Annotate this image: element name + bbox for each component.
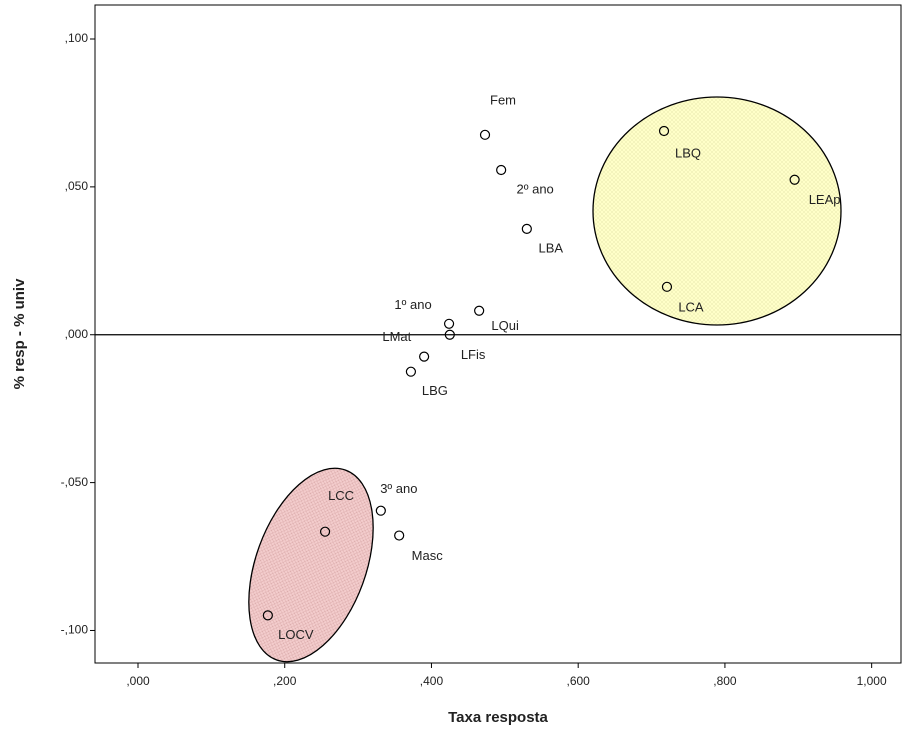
- point: [443, 318, 455, 329]
- point: [658, 125, 670, 137]
- x-tick-label: ,400: [420, 674, 444, 688]
- point-label: 2º ano: [517, 181, 554, 196]
- y-tick-label: ,100: [65, 31, 89, 45]
- point-label: LBQ: [675, 145, 701, 160]
- point: [496, 164, 507, 176]
- point-label: LEAp: [809, 192, 841, 207]
- point-label: LBA: [539, 240, 564, 255]
- point-label: Masc: [412, 548, 444, 563]
- cluster-ellipse: [592, 96, 842, 326]
- y-tick-label: ,000: [65, 327, 89, 341]
- x-axis-title: Taxa resposta: [448, 709, 548, 726]
- cluster-ellipse: [248, 467, 374, 663]
- y-axis-title: % resp - % univ: [11, 278, 28, 390]
- point: [394, 530, 405, 541]
- point-label: LQui: [491, 318, 519, 333]
- point: [661, 281, 673, 292]
- point: [479, 129, 491, 140]
- point-label: LMat: [382, 329, 411, 344]
- point: [319, 526, 331, 537]
- point-label: LCC: [328, 488, 354, 503]
- point-label: LCA: [678, 299, 704, 314]
- x-tick-label: ,200: [273, 674, 297, 688]
- point: [521, 223, 532, 234]
- point-label: 1º ano: [394, 297, 431, 312]
- point-label: Fem: [490, 92, 516, 107]
- point-label: LOCV: [278, 627, 314, 642]
- point: [444, 329, 455, 340]
- point: [375, 505, 386, 516]
- point-label: 3º ano: [380, 481, 417, 496]
- x-tick-label: 1,000: [857, 674, 887, 688]
- y-tick-label: ,050: [65, 179, 89, 193]
- point: [789, 174, 800, 185]
- y-tick-label: -,100: [61, 623, 89, 637]
- point-label: LBG: [422, 383, 448, 398]
- point: [419, 351, 430, 362]
- x-tick-label: ,600: [567, 674, 591, 688]
- x-tick-label: ,800: [713, 674, 737, 688]
- point-label: LFis: [461, 347, 486, 362]
- y-tick-label: -,050: [61, 475, 89, 489]
- x-tick-label: ,000: [126, 674, 150, 688]
- point: [405, 366, 417, 377]
- point: [474, 305, 485, 316]
- point: [262, 610, 273, 621]
